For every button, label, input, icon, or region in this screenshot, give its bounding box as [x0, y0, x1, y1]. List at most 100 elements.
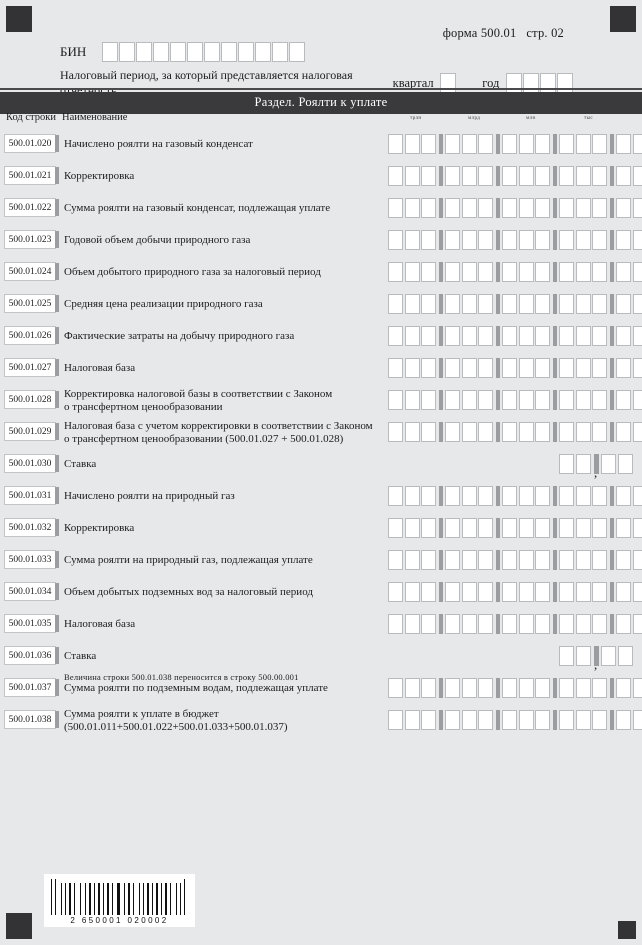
- amount-digit-cell[interactable]: [559, 550, 574, 570]
- amount-digit-cell[interactable]: [592, 262, 607, 282]
- amount-digit-cell[interactable]: [388, 550, 403, 570]
- amount-digit-cell[interactable]: [592, 422, 607, 442]
- amount-digit-cell[interactable]: [592, 166, 607, 186]
- amount-digit-cell[interactable]: [592, 614, 607, 634]
- amount-digit-cell[interactable]: [535, 294, 550, 314]
- amount-input-group[interactable]: [388, 166, 642, 186]
- amount-digit-cell[interactable]: [388, 134, 403, 154]
- amount-digit-cell[interactable]: [632, 518, 642, 538]
- rate-digit-cell[interactable]: [617, 646, 633, 666]
- amount-digit-cell[interactable]: [388, 390, 403, 410]
- amount-digit-cell[interactable]: [535, 582, 550, 602]
- amount-digit-cell[interactable]: [632, 710, 642, 730]
- amount-digit-cell[interactable]: [632, 422, 642, 442]
- amount-digit-cell[interactable]: [388, 198, 403, 218]
- amount-digit-cell[interactable]: [478, 710, 493, 730]
- amount-digit-cell[interactable]: [421, 134, 436, 154]
- amount-digit-cell[interactable]: [502, 326, 517, 346]
- amount-digit-cell[interactable]: [592, 582, 607, 602]
- amount-digit-cell[interactable]: [461, 486, 477, 506]
- amount-digit-cell[interactable]: [502, 422, 517, 442]
- amount-digit-cell[interactable]: [502, 614, 517, 634]
- amount-digit-cell[interactable]: [478, 678, 493, 698]
- amount-digit-cell[interactable]: [388, 518, 403, 538]
- amount-digit-cell[interactable]: [404, 166, 420, 186]
- amount-digit-cell[interactable]: [404, 518, 420, 538]
- amount-digit-cell[interactable]: [478, 518, 493, 538]
- amount-digit-cell[interactable]: [616, 294, 631, 314]
- amount-digit-cell[interactable]: [478, 198, 493, 218]
- amount-digit-cell[interactable]: [388, 678, 403, 698]
- amount-digit-cell[interactable]: [575, 710, 591, 730]
- amount-digit-cell[interactable]: [445, 198, 460, 218]
- amount-digit-cell[interactable]: [478, 550, 493, 570]
- amount-digit-cell[interactable]: [461, 326, 477, 346]
- amount-digit-cell[interactable]: [575, 134, 591, 154]
- amount-digit-cell[interactable]: [616, 486, 631, 506]
- amount-digit-cell[interactable]: [535, 486, 550, 506]
- amount-digit-cell[interactable]: [502, 486, 517, 506]
- amount-digit-cell[interactable]: [575, 326, 591, 346]
- bin-digit-cell[interactable]: [170, 42, 187, 62]
- amount-digit-cell[interactable]: [518, 294, 534, 314]
- amount-digit-cell[interactable]: [404, 710, 420, 730]
- amount-digit-cell[interactable]: [575, 230, 591, 250]
- amount-digit-cell[interactable]: [421, 486, 436, 506]
- rate-digit-cell[interactable]: [575, 454, 591, 474]
- bin-digit-cell[interactable]: [153, 42, 170, 62]
- amount-digit-cell[interactable]: [535, 710, 550, 730]
- amount-digit-cell[interactable]: [559, 486, 574, 506]
- amount-digit-cell[interactable]: [404, 614, 420, 634]
- bin-digit-cell[interactable]: [136, 42, 153, 62]
- rate-input-group[interactable]: [559, 454, 634, 481]
- amount-digit-cell[interactable]: [575, 166, 591, 186]
- bin-digit-cell[interactable]: [204, 42, 221, 62]
- amount-digit-cell[interactable]: [518, 230, 534, 250]
- amount-input-group[interactable]: [388, 518, 642, 538]
- amount-digit-cell[interactable]: [559, 614, 574, 634]
- amount-digit-cell[interactable]: [461, 230, 477, 250]
- amount-digit-cell[interactable]: [616, 518, 631, 538]
- amount-digit-cell[interactable]: [445, 166, 460, 186]
- amount-digit-cell[interactable]: [421, 358, 436, 378]
- amount-digit-cell[interactable]: [461, 582, 477, 602]
- amount-digit-cell[interactable]: [388, 294, 403, 314]
- amount-digit-cell[interactable]: [559, 582, 574, 602]
- amount-digit-cell[interactable]: [616, 582, 631, 602]
- amount-digit-cell[interactable]: [445, 518, 460, 538]
- amount-digit-cell[interactable]: [478, 358, 493, 378]
- amount-digit-cell[interactable]: [445, 710, 460, 730]
- amount-digit-cell[interactable]: [592, 678, 607, 698]
- amount-digit-cell[interactable]: [421, 198, 436, 218]
- amount-digit-cell[interactable]: [404, 486, 420, 506]
- amount-digit-cell[interactable]: [535, 614, 550, 634]
- amount-digit-cell[interactable]: [445, 486, 460, 506]
- amount-digit-cell[interactable]: [535, 262, 550, 282]
- amount-digit-cell[interactable]: [559, 422, 574, 442]
- amount-digit-cell[interactable]: [404, 326, 420, 346]
- amount-digit-cell[interactable]: [559, 262, 574, 282]
- amount-digit-cell[interactable]: [518, 390, 534, 410]
- amount-digit-cell[interactable]: [461, 390, 477, 410]
- bin-digit-cell[interactable]: [187, 42, 204, 62]
- amount-digit-cell[interactable]: [518, 678, 534, 698]
- amount-digit-cell[interactable]: [575, 678, 591, 698]
- amount-digit-cell[interactable]: [421, 166, 436, 186]
- amount-digit-cell[interactable]: [461, 262, 477, 282]
- amount-digit-cell[interactable]: [592, 358, 607, 378]
- amount-digit-cell[interactable]: [575, 582, 591, 602]
- amount-digit-cell[interactable]: [445, 550, 460, 570]
- amount-digit-cell[interactable]: [575, 358, 591, 378]
- bin-input[interactable]: [102, 42, 306, 62]
- amount-digit-cell[interactable]: [535, 678, 550, 698]
- amount-digit-cell[interactable]: [592, 134, 607, 154]
- rate-digit-cell[interactable]: [617, 454, 633, 474]
- amount-digit-cell[interactable]: [421, 262, 436, 282]
- amount-digit-cell[interactable]: [632, 198, 642, 218]
- amount-digit-cell[interactable]: [616, 710, 631, 730]
- amount-digit-cell[interactable]: [592, 230, 607, 250]
- amount-digit-cell[interactable]: [421, 326, 436, 346]
- bin-digit-cell[interactable]: [289, 42, 306, 62]
- amount-digit-cell[interactable]: [502, 198, 517, 218]
- amount-digit-cell[interactable]: [535, 422, 550, 442]
